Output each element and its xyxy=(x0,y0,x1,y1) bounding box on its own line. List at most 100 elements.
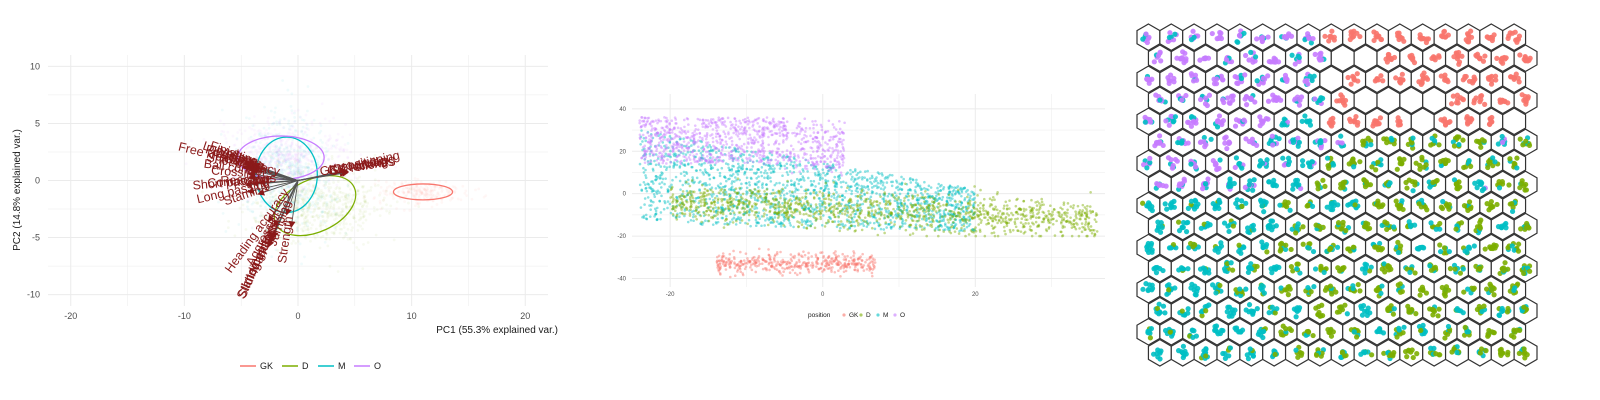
tsne-point-O xyxy=(698,132,702,135)
pca-point-D xyxy=(319,227,323,231)
pca-point-D xyxy=(318,224,322,228)
tsne-point-O xyxy=(729,124,733,127)
tsne-point-O xyxy=(818,141,821,145)
tsne-point-M xyxy=(861,175,864,179)
pca-point-D xyxy=(338,190,341,194)
tsne-point-O xyxy=(739,127,742,131)
pca-point-D xyxy=(330,154,334,158)
tsne-point-M xyxy=(909,188,913,192)
tsne-point-O xyxy=(790,171,794,175)
tsne-point-O xyxy=(758,156,761,160)
pca-point-D xyxy=(347,195,351,198)
tsne-point-O xyxy=(734,123,738,127)
pca-point-D xyxy=(362,190,365,194)
pca-point-GK xyxy=(416,189,420,193)
tsne-point-O xyxy=(737,132,741,136)
pca-x-tick: -20 xyxy=(64,311,77,321)
pca-point-GK xyxy=(378,199,382,203)
tsne-point-O xyxy=(727,132,730,136)
pca-point-GK xyxy=(413,189,417,193)
tsne-point-M xyxy=(853,224,857,228)
pca-point-D xyxy=(337,214,341,218)
tsne-point-O xyxy=(753,136,756,139)
tsne-point-M xyxy=(716,217,719,220)
pca-point-D xyxy=(343,217,347,221)
tsne-point-M xyxy=(870,174,874,178)
pca-point-D xyxy=(338,231,342,235)
tsne-point-O xyxy=(831,123,835,126)
tsne-point-M xyxy=(716,168,720,172)
pca-point-GK xyxy=(447,192,451,195)
pca-point-GK xyxy=(426,192,429,196)
pca-point-O xyxy=(269,157,273,161)
pca-point-GK xyxy=(429,191,433,195)
tsne-point-M xyxy=(774,225,778,228)
pca-point-D xyxy=(369,188,373,192)
tsne-point-M xyxy=(763,171,766,175)
tsne-point-O xyxy=(673,132,677,136)
pca-point-D xyxy=(333,218,336,222)
tsne-point-O xyxy=(753,118,757,122)
tsne-point-M xyxy=(644,139,647,143)
pca-y-tick: -10 xyxy=(27,290,40,300)
pca-point-GK xyxy=(416,202,420,206)
pca-point-M xyxy=(263,105,266,109)
pca-point-D xyxy=(295,201,299,205)
tsne-point-O xyxy=(785,153,788,157)
pca-point-D xyxy=(303,217,306,221)
tsne-point-O xyxy=(659,151,662,155)
pca-point-O xyxy=(335,183,339,187)
pca-point-D xyxy=(362,215,366,219)
tsne-point-M xyxy=(938,213,942,216)
pca-point-M xyxy=(317,155,321,159)
tsne-point-M xyxy=(792,225,795,229)
tsne-point-D xyxy=(1027,222,1030,225)
tsne-point-M xyxy=(789,179,793,183)
tsne-point-O xyxy=(660,126,664,130)
pca-point-O xyxy=(292,157,296,160)
pca-point-GK xyxy=(413,177,417,180)
tsne-point-M xyxy=(937,182,940,186)
pca-point-D xyxy=(264,217,268,220)
pca-point-D xyxy=(336,213,340,217)
pca-point-D xyxy=(373,153,377,157)
tsne-point-O xyxy=(798,125,801,129)
tsne-point-M xyxy=(761,186,764,189)
pca-point-D xyxy=(336,270,340,273)
pca-point-D xyxy=(254,201,258,205)
pca-point-D xyxy=(344,202,347,206)
pca-legend: GK D M O xyxy=(240,361,381,371)
tsne-point-M xyxy=(655,190,658,194)
pca-point-O xyxy=(266,120,270,124)
tsne-point-O xyxy=(665,120,669,124)
pca-point-D xyxy=(314,227,318,231)
tsne-point-D xyxy=(942,203,945,207)
pca-point-O xyxy=(243,129,247,133)
tsne-point-O xyxy=(678,154,681,157)
tsne-point-M xyxy=(783,164,786,168)
tsne-point-O xyxy=(767,135,770,139)
tsne-point-D xyxy=(944,208,948,212)
tsne-point-M xyxy=(807,220,810,223)
tsne-point-M xyxy=(956,203,960,206)
pca-point-GK xyxy=(420,192,424,196)
tsne-point-O xyxy=(711,136,715,140)
tsne-point-M xyxy=(939,189,942,192)
tsne-point-O xyxy=(655,159,659,162)
tsne-point-D xyxy=(976,194,979,197)
tsne-point-O xyxy=(832,126,836,129)
pca-point-M xyxy=(346,184,350,187)
tsne-point-M xyxy=(675,163,679,167)
tsne-point-M xyxy=(949,196,952,200)
tsne-point-M xyxy=(870,186,874,189)
tsne-point-O xyxy=(757,130,761,133)
tsne-point-M xyxy=(658,191,661,194)
tsne-point-M xyxy=(745,167,749,171)
tsne-point-O xyxy=(768,130,772,133)
tsne-point-M xyxy=(882,228,886,231)
tsne-point-M xyxy=(769,164,772,168)
tsne-point-M xyxy=(730,182,734,185)
tsne-point-D xyxy=(915,219,918,223)
pca-point-GK xyxy=(401,190,404,193)
tsne-point-M xyxy=(743,172,746,176)
